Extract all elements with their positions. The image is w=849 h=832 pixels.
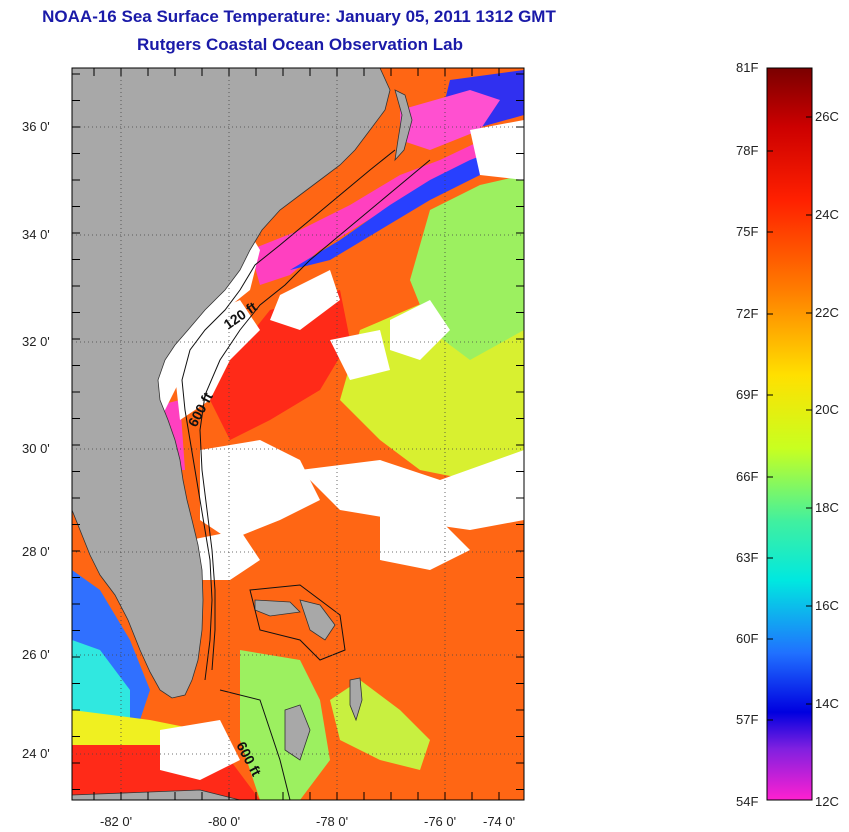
colorbar-c-label: 18C: [815, 500, 839, 515]
lat-label: 24 0': [22, 746, 50, 761]
map-title: NOAA-16 Sea Surface Temperature: January…: [42, 7, 556, 26]
lat-label: 32 0': [22, 334, 50, 349]
lat-label: 26 0': [22, 647, 50, 662]
colorbar: [766, 67, 813, 801]
colorbar-f-label: 78F: [736, 143, 758, 158]
land-mainland: [72, 68, 391, 699]
colorbar-f-label: 63F: [736, 550, 758, 565]
lat-label: 34 0': [22, 227, 50, 242]
colorbar-c-label: 12C: [815, 794, 839, 809]
lon-label: -76 0': [424, 814, 456, 829]
shelf-cold-blue: [290, 140, 524, 270]
isobath-120ft: [181, 149, 396, 681]
colorbar-c-label: 24C: [815, 207, 839, 222]
isobath-bahamas-south: [219, 689, 291, 800]
ocean-hot-patch: [210, 290, 350, 440]
lat-label: 36 0': [22, 119, 50, 134]
colorbar-c-label: 26C: [815, 109, 839, 124]
colorbar-c-label: 20C: [815, 402, 839, 417]
lon-label: -80 0': [208, 814, 240, 829]
map-frame: [71, 67, 525, 801]
land-bahamas-eleuthera: [349, 677, 363, 722]
colorbar-c-label: 22C: [815, 305, 839, 320]
colorbar-f-label: 81F: [736, 60, 758, 75]
axis-ticks: [72, 68, 524, 800]
colorbar-f-label: 54F: [736, 794, 758, 809]
colorbar-c-label: 16C: [815, 598, 839, 613]
lon-label: -82 0': [100, 814, 132, 829]
colorbar-f-label: 75F: [736, 224, 758, 239]
land-outer-banks: [394, 89, 413, 162]
graticule: [72, 68, 524, 800]
colorbar-f-label: 69F: [736, 387, 758, 402]
colorbar-f-label: 72F: [736, 306, 758, 321]
shelf-pink-topright: [400, 90, 500, 150]
lat-label: 28 0': [22, 544, 50, 559]
colorbar-f-label: 57F: [736, 712, 758, 727]
colorbar-ticks: [767, 67, 812, 721]
land-cuba: [72, 789, 241, 800]
colorbar-f-label: 60F: [736, 631, 758, 646]
shelf-cold-water: [250, 120, 524, 285]
isobath-600ft: [199, 159, 431, 671]
colorbar-f-label: 66F: [736, 469, 758, 484]
lat-label: 30 0': [22, 441, 50, 456]
colorbar-c-label: 14C: [815, 696, 839, 711]
lon-label: -78 0': [316, 814, 348, 829]
colorbar-celsius-labels: 26C 24C 22C 20C 18C 16C 14C 12C: [815, 109, 839, 809]
latitude-labels: 36 0' 34 0' 32 0' 30 0' 28 0' 26 0' 24 0…: [22, 119, 50, 761]
sst-map: [72, 68, 524, 800]
colorbar-fahrenheit-labels: 81F 78F 75F 72F 69F 66F 63F 60F 57F 54F: [736, 60, 758, 809]
lon-label: -74 0': [483, 814, 515, 829]
land-bahamas-andros: [284, 704, 311, 761]
land-bahamas-abaco: [299, 599, 336, 641]
gulf-cyan-water: [72, 640, 130, 720]
longitude-labels: -82 0' -80 0' -78 0' -76 0' -74 0': [100, 814, 515, 829]
map-subtitle: Rutgers Coastal Ocean Observation Lab: [137, 35, 463, 54]
